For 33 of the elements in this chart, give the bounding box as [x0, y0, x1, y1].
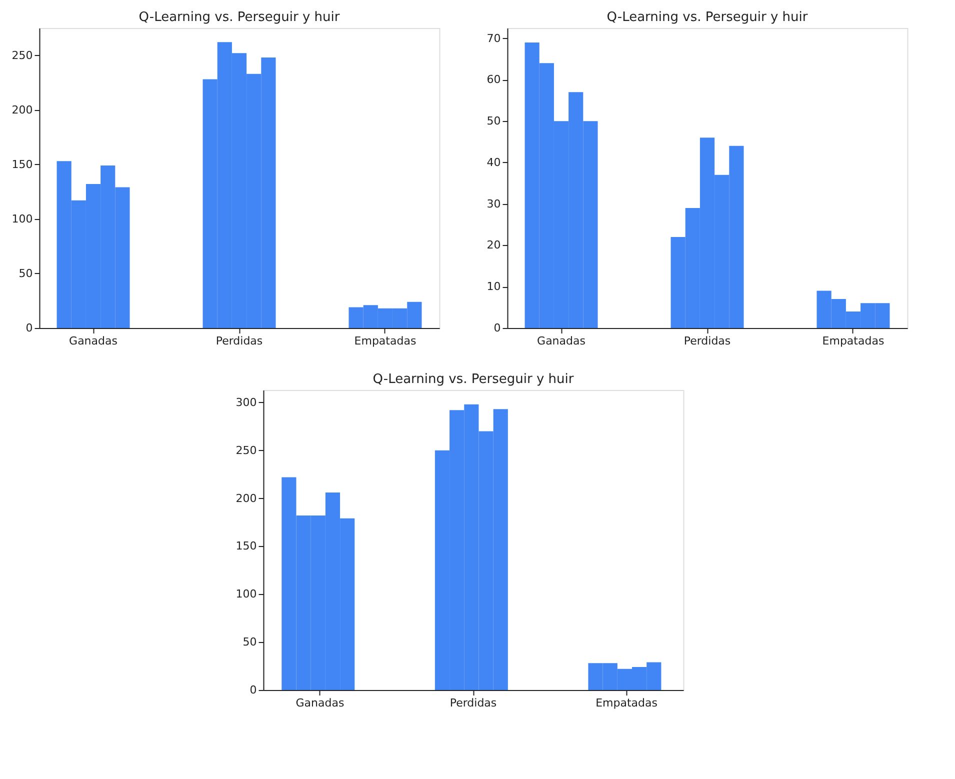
y-tick-label: 70	[486, 32, 501, 45]
chart-title: Q-Learning vs. Perseguir y huir	[372, 372, 574, 387]
x-tick-label: Perdidas	[216, 334, 263, 348]
x-tick-label: Ganadas	[537, 334, 586, 348]
y-tick-label: 0	[250, 684, 257, 696]
x-tick-label: Ganadas	[69, 334, 118, 348]
y-tick-label: 50	[18, 266, 33, 280]
y-tick-label: 150	[12, 158, 33, 171]
x-tick-label: Perdidas	[450, 696, 497, 710]
y-tick-label: 0	[494, 322, 501, 334]
x-tick-label: Perdidas	[684, 334, 731, 348]
x-tick-label: Empatadas	[596, 696, 658, 710]
x-tick-label: Empatadas	[822, 334, 884, 348]
y-tick-label: 200	[12, 103, 33, 116]
y-tick-label: 60	[486, 73, 501, 86]
y-tick-label: 30	[486, 197, 501, 210]
y-tick-label: 50	[486, 114, 501, 128]
y-tick-label: 300	[236, 396, 257, 409]
y-tick-label: 200	[236, 492, 257, 505]
y-tick-label: 40	[486, 156, 501, 169]
y-tick-label: 250	[236, 444, 257, 457]
y-tick-label: 10	[486, 280, 501, 294]
chart-title: Q-Learning vs. Perseguir y huir	[138, 10, 340, 25]
x-tick-label: Empatadas	[354, 334, 416, 348]
y-tick-label: 250	[12, 48, 33, 62]
y-tick-label: 50	[242, 636, 257, 649]
y-tick-label: 0	[26, 322, 33, 334]
chart-title: Q-Learning vs. Perseguir y huir	[606, 10, 808, 25]
y-tick-label: 100	[12, 212, 33, 226]
y-tick-label: 100	[236, 588, 257, 601]
y-tick-label: 150	[236, 540, 257, 553]
x-tick-label: Ganadas	[296, 696, 344, 710]
y-tick-label: 20	[486, 238, 501, 252]
